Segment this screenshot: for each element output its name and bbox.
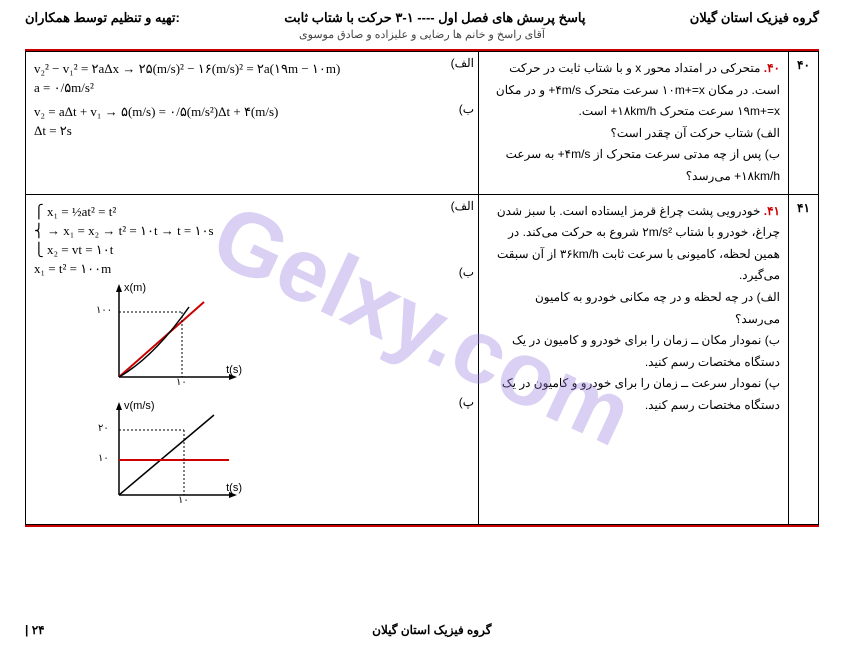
chart-svg bbox=[94, 282, 244, 392]
position-time-chart: x(m) t(s) ۱۰۰ ۱۰ bbox=[94, 282, 244, 392]
chart-xtick: ۱۰ bbox=[176, 377, 187, 388]
answer-label-a: الف) bbox=[451, 199, 474, 213]
answer-label-c: پ) bbox=[459, 395, 474, 409]
answer-label-a: الف) bbox=[451, 56, 474, 70]
question-text: خودرویی پشت چراغ قرمز ایستاده است. با سب… bbox=[497, 204, 780, 283]
subheader-text: آقای راسخ و خانم ها رضایی و علیزاده و صا… bbox=[25, 28, 819, 41]
answer-label-b: ب) bbox=[459, 102, 474, 116]
equation: x₁ = t² = ۱۰۰m bbox=[34, 261, 470, 277]
page-header: گروه فیزیک استان گیلان پاسخ پرسش های فصل… bbox=[25, 10, 819, 26]
question-part-b: ب) پس از چه مدتی سرعت متحرک از ۴m/s+ به … bbox=[506, 147, 780, 183]
question-cell: ۴۱. خودرویی پشت چراغ قرمز ایستاده است. ب… bbox=[479, 194, 789, 524]
answer-cell: الف) ⎧ x₁ = ½at² = t² ⎨ → x₁ = x₂ → t² =… bbox=[26, 194, 479, 524]
question-part-c: پ) نمودار سرعت ــ زمان را برای خودرو و ک… bbox=[502, 376, 780, 412]
question-number: ۴۱. bbox=[764, 204, 780, 218]
header-center-text: پاسخ پرسش های فصل اول ---- ۱-۳ حرکت با ش… bbox=[180, 10, 690, 26]
page-footer: گروه فیزیک استان گیلان ۲۴ | bbox=[25, 623, 819, 637]
chart-xtick: ۱۰ bbox=[178, 495, 189, 506]
equation: a = ۰/۵m/s² bbox=[34, 80, 470, 96]
equation: v₂² − v₁² = ۲aΔx → ۲۵(m/s)² − ۱۶(m/s)² =… bbox=[34, 61, 470, 77]
equation: ⎨ → x₁ = x₂ → t² = ۱۰t → t = ۱۰s bbox=[34, 223, 470, 239]
divider-line-bottom bbox=[25, 525, 819, 527]
row-number: ۴۱ bbox=[789, 194, 819, 524]
chart-ytick2: ۱۰ bbox=[98, 453, 109, 464]
chart-ytick1: ۲۰ bbox=[98, 423, 109, 434]
question-cell: ۴۰. متحرکی در امتداد محور x و با شتاب ثا… bbox=[479, 52, 789, 195]
header-right-text: گروه فیزیک استان گیلان bbox=[690, 10, 819, 26]
chart-ytick: ۱۰۰ bbox=[96, 305, 112, 316]
question-text: متحرکی در امتداد محور x و با شتاب ثابت د… bbox=[496, 61, 780, 118]
chart-svg bbox=[94, 400, 244, 510]
answer-label-b: ب) bbox=[459, 265, 474, 279]
header-left-text: تهیه و تنظیم توسط همکاران: bbox=[25, 10, 180, 26]
footer-page: ۲۴ | bbox=[25, 623, 45, 637]
equation: ⎩ x₂ = vt = ۱۰t bbox=[34, 242, 470, 258]
equation: v₂ = aΔt + v₁ → ۵(m/s) = ۰/۵(m/s²)Δt + ۴… bbox=[34, 104, 470, 120]
chart-ylabel: v(m/s) bbox=[124, 400, 155, 412]
answer-cell: الف) v₂² − v₁² = ۲aΔx → ۲۵(m/s)² − ۱۶(m/… bbox=[26, 52, 479, 195]
chart-ylabel: x(m) bbox=[124, 282, 146, 294]
chart-xlabel: t(s) bbox=[226, 482, 242, 494]
equation: Δt = ۲s bbox=[34, 123, 470, 139]
question-part-a: الف) در چه لحظه و در چه مکانی خودرو به ک… bbox=[535, 290, 780, 326]
charts-area: ب) x(m) t(s) ۱۰۰ ۱۰ bbox=[94, 282, 470, 510]
velocity-time-chart: v(m/s) t(s) ۲۰ ۱۰ ۱۰ bbox=[94, 400, 244, 510]
row-number: ۴۰ bbox=[789, 52, 819, 195]
question-part-b: ب) نمودار مکان ــ زمان را برای خودرو و ک… bbox=[512, 333, 780, 369]
footer-center: گروه فیزیک استان گیلان bbox=[372, 623, 491, 637]
content-table: ۴۰ ۴۰. متحرکی در امتداد محور x و با شتاب… bbox=[25, 51, 819, 525]
equation: ⎧ x₁ = ½at² = t² bbox=[34, 204, 470, 220]
question-part-a: الف) شتاب حرکت آن چقدر است؟ bbox=[610, 126, 780, 140]
question-number: ۴۰. bbox=[764, 61, 780, 75]
chart-xlabel: t(s) bbox=[226, 364, 242, 376]
table-row: ۴۰ ۴۰. متحرکی در امتداد محور x و با شتاب… bbox=[26, 52, 819, 195]
table-row: ۴۱ ۴۱. خودرویی پشت چراغ قرمز ایستاده است… bbox=[26, 194, 819, 524]
